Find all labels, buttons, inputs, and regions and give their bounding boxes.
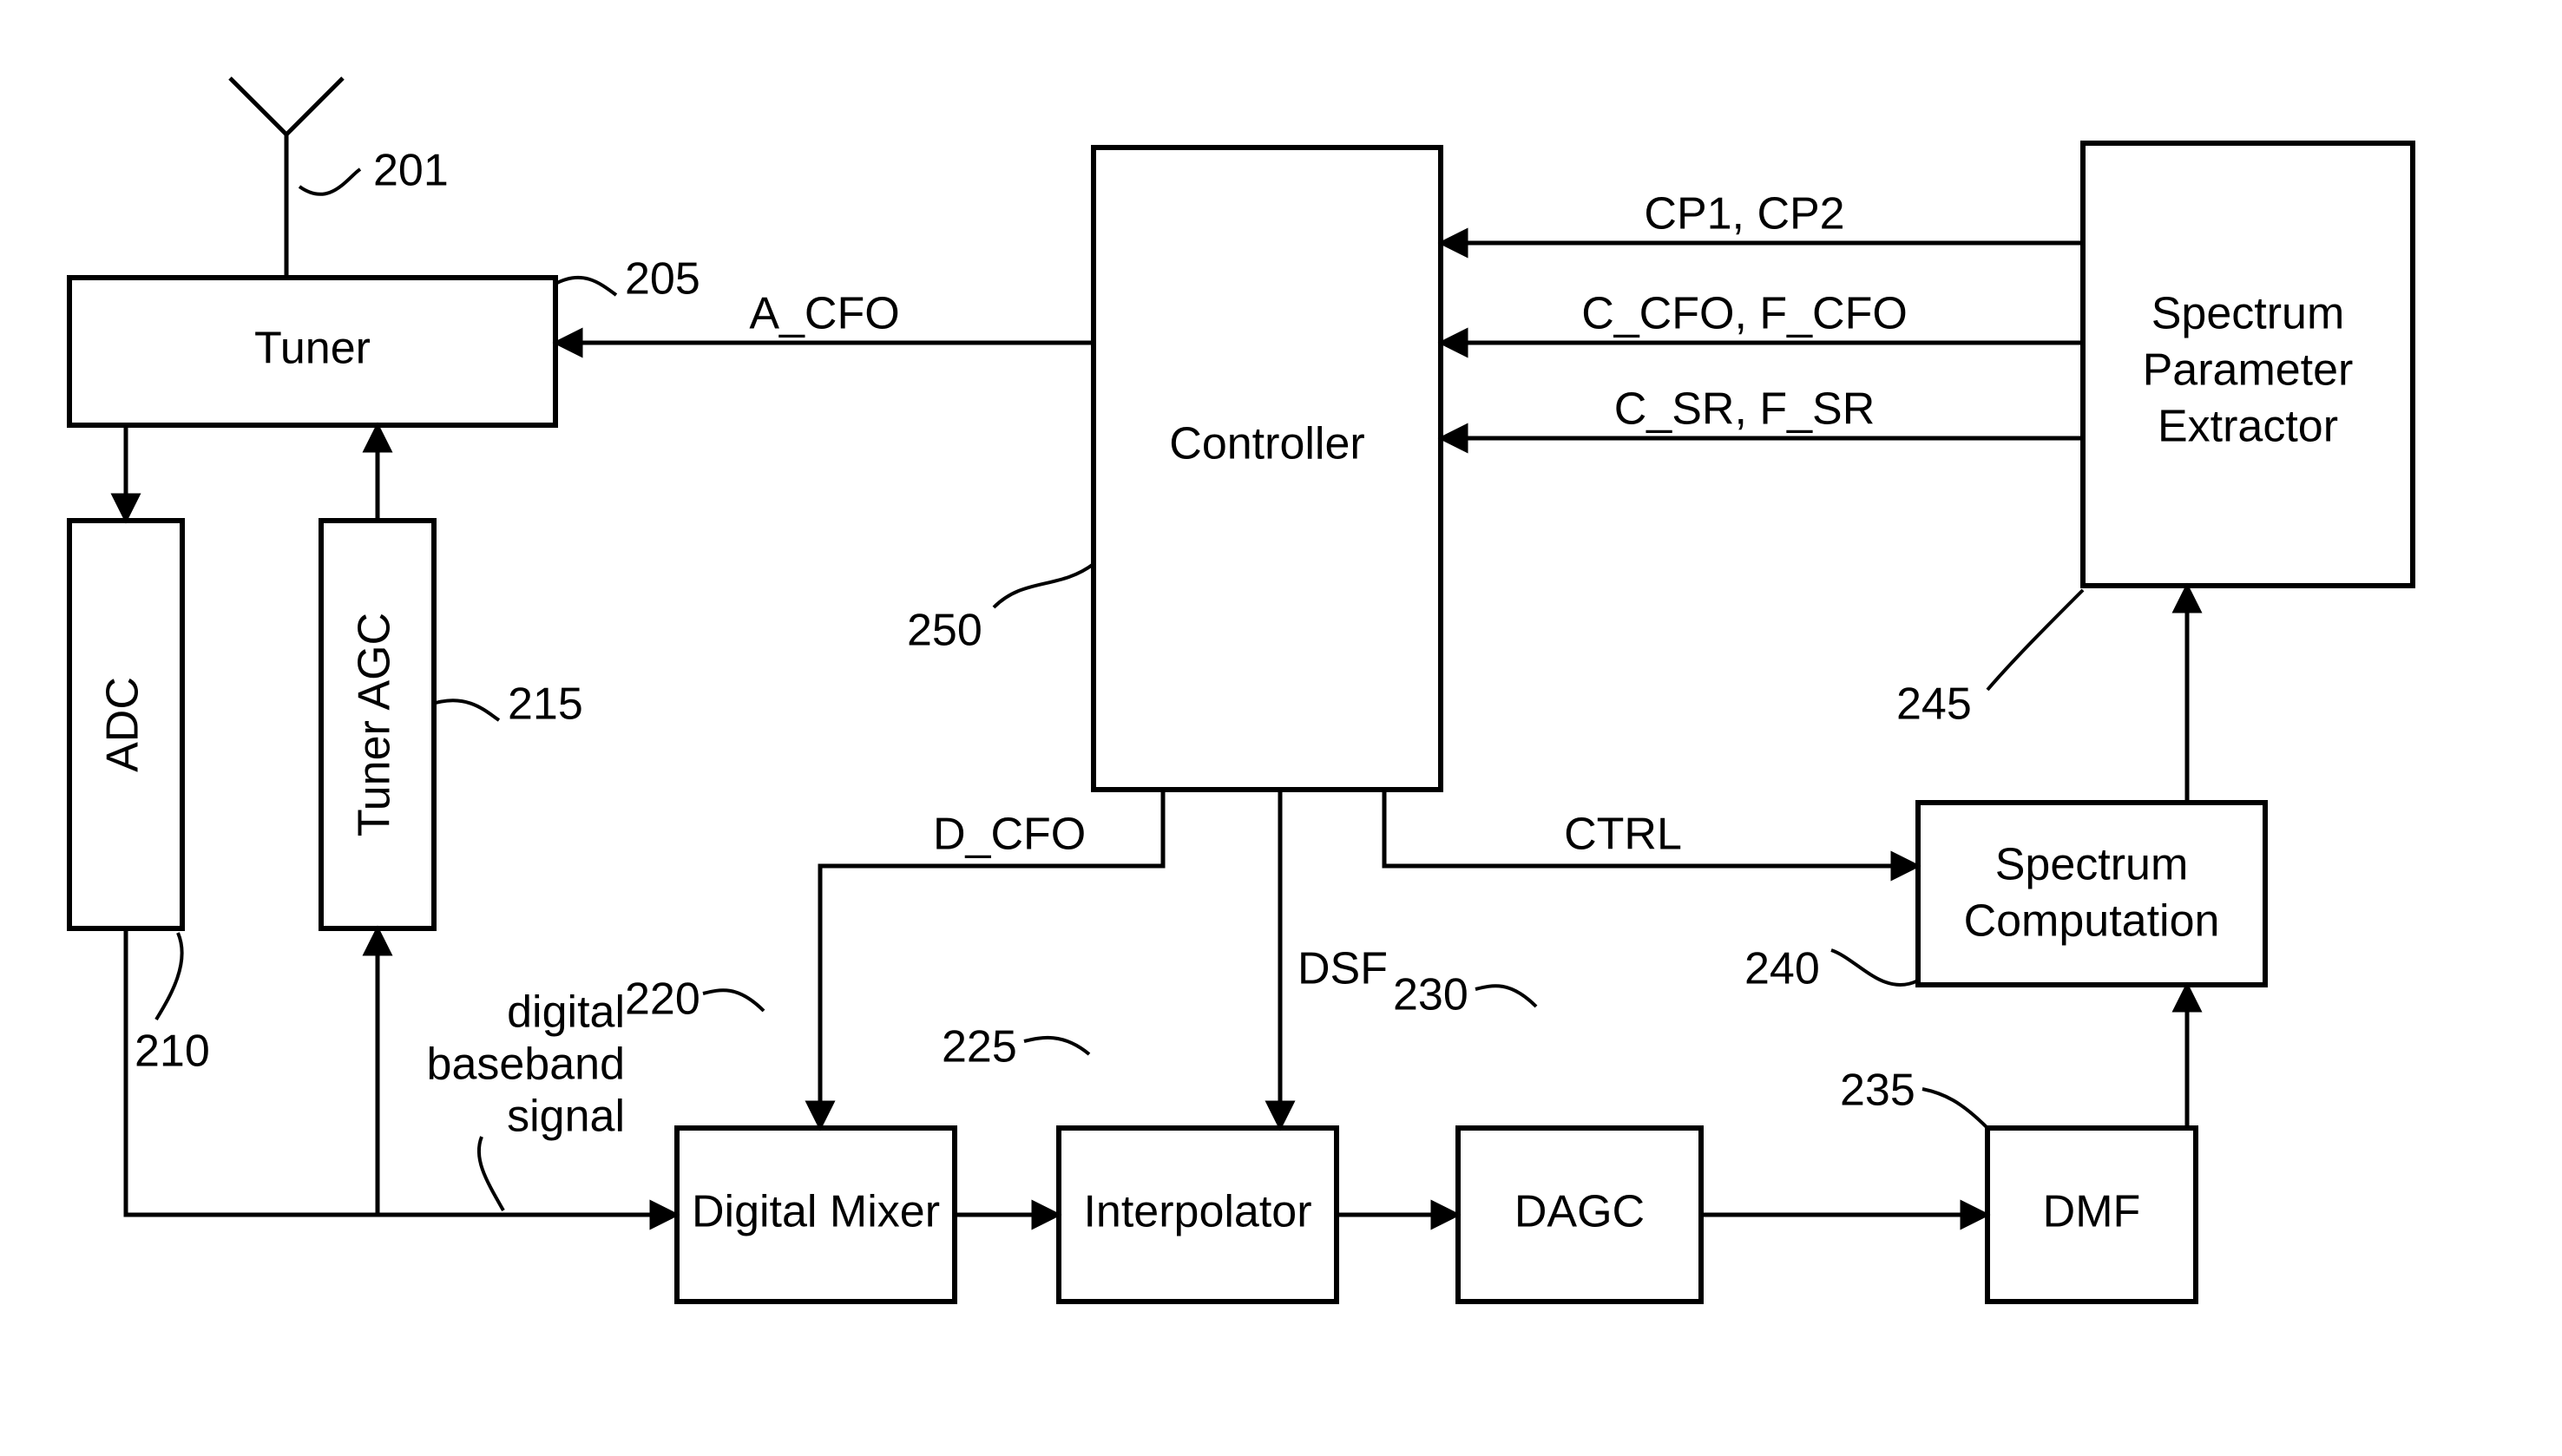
label-c-sr: C_SR, F_SR [1614,384,1876,435]
label-baseband-3: signal [507,1092,625,1142]
block-adc: ADC [69,521,182,928]
label-baseband-1: digital [507,987,625,1038]
leader-baseband [479,1137,503,1210]
label-tuner-agc: Tuner AGC [350,613,400,836]
leader-dmf [1922,1089,1987,1128]
leader-tuner [554,278,616,295]
block-digital-mixer: Digital Mixer [677,1128,955,1302]
label-ctrl: CTRL [1564,810,1682,860]
block-spectrum-extractor: Spectrum Parameter Extractor [2083,143,2413,586]
ref-antenna: 201 [373,146,449,196]
ref-dagc: 230 [1393,970,1468,1020]
ref-controller: 250 [907,606,982,656]
label-spectrum-ext-3: Extractor [2158,402,2338,452]
label-d-cfo: D_CFO [933,810,1086,860]
ref-interpolator: 225 [942,1022,1017,1072]
ref-spectrum-comp: 240 [1744,944,1820,994]
leader-spectrum-ext [1987,590,2083,690]
label-dsf: DSF [1297,944,1388,994]
label-a-cfo: A_CFO [749,289,899,339]
leader-controller [994,564,1094,607]
label-tuner: Tuner [254,324,371,374]
label-dmf: DMF [2043,1187,2141,1237]
label-dagc: DAGC [1514,1187,1645,1237]
ref-tuner-agc: 215 [508,679,583,730]
block-dagc: DAGC [1458,1128,1701,1302]
antenna-icon [230,78,343,278]
label-interpolator: Interpolator [1083,1187,1311,1237]
ref-dmf: 235 [1840,1066,1915,1116]
label-baseband-2: baseband [427,1040,625,1090]
ref-adc: 210 [135,1026,210,1077]
block-controller: Controller [1094,148,1441,790]
block-interpolator: Interpolator [1059,1128,1337,1302]
leader-adc [156,933,182,1020]
block-dmf: DMF [1987,1128,2196,1302]
leader-antenna [299,169,360,194]
leader-digital-mixer [703,990,764,1011]
leader-spectrum-comp [1831,950,1918,985]
ref-tuner: 205 [625,254,700,305]
label-spectrum-comp-2: Computation [1964,896,2220,947]
label-adc: ADC [98,677,148,772]
ref-digital-mixer: 220 [625,974,700,1025]
leader-dagc [1475,986,1536,1007]
block-tuner: Tuner [69,278,555,425]
label-controller: Controller [1169,419,1364,469]
label-cp: CP1, CP2 [1644,189,1844,239]
ref-spectrum-ext: 245 [1896,679,1972,730]
label-spectrum-ext-1: Spectrum [2151,289,2345,339]
label-spectrum-ext-2: Parameter [2143,345,2354,396]
label-spectrum-comp-1: Spectrum [1995,840,2189,890]
leader-tuner-agc [436,700,499,720]
label-c-cfo: C_CFO, F_CFO [1581,289,1908,339]
leader-interpolator [1024,1038,1089,1054]
block-tuner-agc: Tuner AGC [321,521,434,928]
label-digital-mixer: Digital Mixer [692,1187,940,1237]
block-spectrum-computation: Spectrum Computation [1918,803,2265,985]
